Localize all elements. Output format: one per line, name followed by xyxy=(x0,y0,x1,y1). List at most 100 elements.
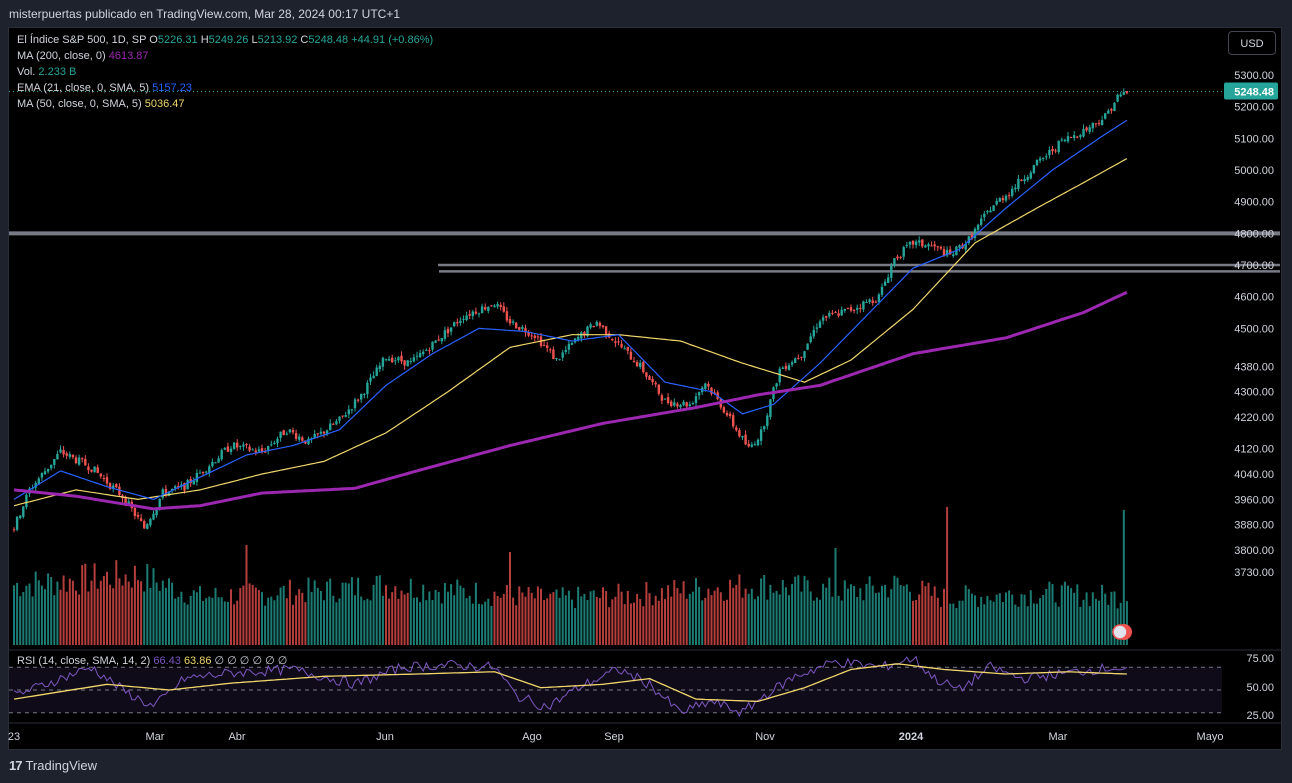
volume-bar xyxy=(527,587,530,645)
volume-bar xyxy=(357,577,360,645)
candle-body xyxy=(1069,137,1073,139)
volume-bar xyxy=(1005,592,1007,645)
symbol-name[interactable]: El Índice S&P 500, 1D, SP xyxy=(17,34,147,46)
rsi-extra-values: ∅ ∅ ∅ ∅ ∅ ∅ xyxy=(214,655,288,667)
candle-body xyxy=(1004,195,1008,201)
legend-rsi-row[interactable]: RSI (14, close, SMA, 14, 2) 66.43 63.86 … xyxy=(17,654,287,668)
volume-bar xyxy=(611,599,614,645)
volume-bar xyxy=(499,597,502,645)
volume-bar xyxy=(518,586,521,645)
candle-body xyxy=(775,383,778,387)
candle-body xyxy=(496,303,499,307)
volume-bar xyxy=(1011,594,1014,645)
candle-body xyxy=(995,200,998,205)
candle-body xyxy=(871,300,874,304)
candle-body xyxy=(1076,136,1079,138)
candle-body xyxy=(552,349,555,360)
volume-bar xyxy=(958,600,961,645)
volume-bar xyxy=(558,597,561,645)
volume-bar xyxy=(409,578,412,645)
candle-body xyxy=(887,277,890,283)
volume-bar xyxy=(53,595,56,645)
candle-body xyxy=(642,362,645,373)
legend-ema21-row[interactable]: EMA (21, close, 0, SMA, 5) 5157.23 xyxy=(17,81,192,95)
candle-body xyxy=(694,396,698,404)
candle-body xyxy=(403,360,406,366)
volume-bar xyxy=(918,594,921,645)
volume-bar xyxy=(168,578,170,645)
candle-body xyxy=(136,514,140,517)
candle-body xyxy=(558,359,561,361)
legend-ma50-row[interactable]: MA (50, close, 0, SMA, 5) 5036.47 xyxy=(17,97,185,111)
candle-body xyxy=(911,240,915,245)
volume-bar xyxy=(453,595,456,645)
time-axis-label: 23 xyxy=(8,731,20,743)
candle-body xyxy=(232,442,236,449)
currency-button[interactable]: USD xyxy=(1228,31,1276,55)
candle-body xyxy=(1104,113,1107,119)
chart-frame[interactable] xyxy=(8,27,1282,750)
candle-body xyxy=(976,224,980,230)
volume-bar xyxy=(487,598,490,645)
legend-volume-row[interactable]: Vol. 2.233 B xyxy=(17,65,76,79)
volume-bar xyxy=(605,591,608,645)
candle-body xyxy=(353,399,357,409)
volume-bar xyxy=(1079,606,1082,645)
volume-bar xyxy=(729,579,732,645)
candle-body xyxy=(40,473,44,478)
volume-bar xyxy=(360,596,363,645)
candle-body xyxy=(676,403,679,407)
volume-bar xyxy=(583,593,586,645)
candle-body xyxy=(632,361,636,363)
candle-body xyxy=(725,412,729,416)
volume-bar xyxy=(372,584,375,645)
volume-bar xyxy=(37,580,40,645)
candle-body xyxy=(567,343,571,350)
volume-bar xyxy=(412,597,415,645)
volume-bar xyxy=(437,591,440,645)
candle-body xyxy=(852,309,856,311)
candle-body xyxy=(1042,157,1045,159)
candle-body xyxy=(226,446,230,452)
candle-body xyxy=(412,357,416,362)
candle-body xyxy=(319,431,323,434)
volume-bar xyxy=(602,587,604,645)
candle-body xyxy=(449,327,453,332)
volume-bar xyxy=(512,597,515,645)
volume-bar xyxy=(884,584,887,645)
candle-body xyxy=(849,307,853,311)
volume-bar xyxy=(608,607,611,645)
candle-body xyxy=(201,471,205,474)
volume-bar xyxy=(456,579,459,645)
volume-bar xyxy=(363,600,366,645)
candle-body xyxy=(580,332,583,339)
volume-bar xyxy=(719,592,722,645)
price-tick-label: 4900.00 xyxy=(1234,197,1274,209)
volume-bar xyxy=(428,591,431,645)
tradingview-footer[interactable]: 17 TradingView xyxy=(9,758,97,773)
volume-bar xyxy=(313,580,316,645)
candle-body xyxy=(546,345,549,349)
volume-bar xyxy=(1088,606,1091,645)
candle-body xyxy=(77,457,81,465)
candle-body xyxy=(614,341,617,343)
volume-bar xyxy=(158,590,161,645)
volume-bar xyxy=(276,595,279,645)
volume-bar xyxy=(974,595,976,645)
rsi-line xyxy=(13,655,1128,718)
price-tick-label: 4300.00 xyxy=(1234,387,1274,399)
legend-ma200-row[interactable]: MA (200, close, 0) 4613.87 xyxy=(17,49,148,63)
us-flag-icon xyxy=(1112,624,1128,640)
candle-body xyxy=(893,258,896,266)
volume-bar xyxy=(233,604,236,645)
price-tick-label: 3880.00 xyxy=(1234,520,1274,532)
volume-bar xyxy=(226,601,229,645)
candle-body xyxy=(862,301,865,310)
candle-body xyxy=(666,397,670,403)
candle-body xyxy=(465,315,468,321)
candle-body xyxy=(1029,172,1032,179)
volume-bar xyxy=(1073,592,1076,645)
candle-body xyxy=(598,322,602,326)
volume-bar xyxy=(87,591,90,645)
